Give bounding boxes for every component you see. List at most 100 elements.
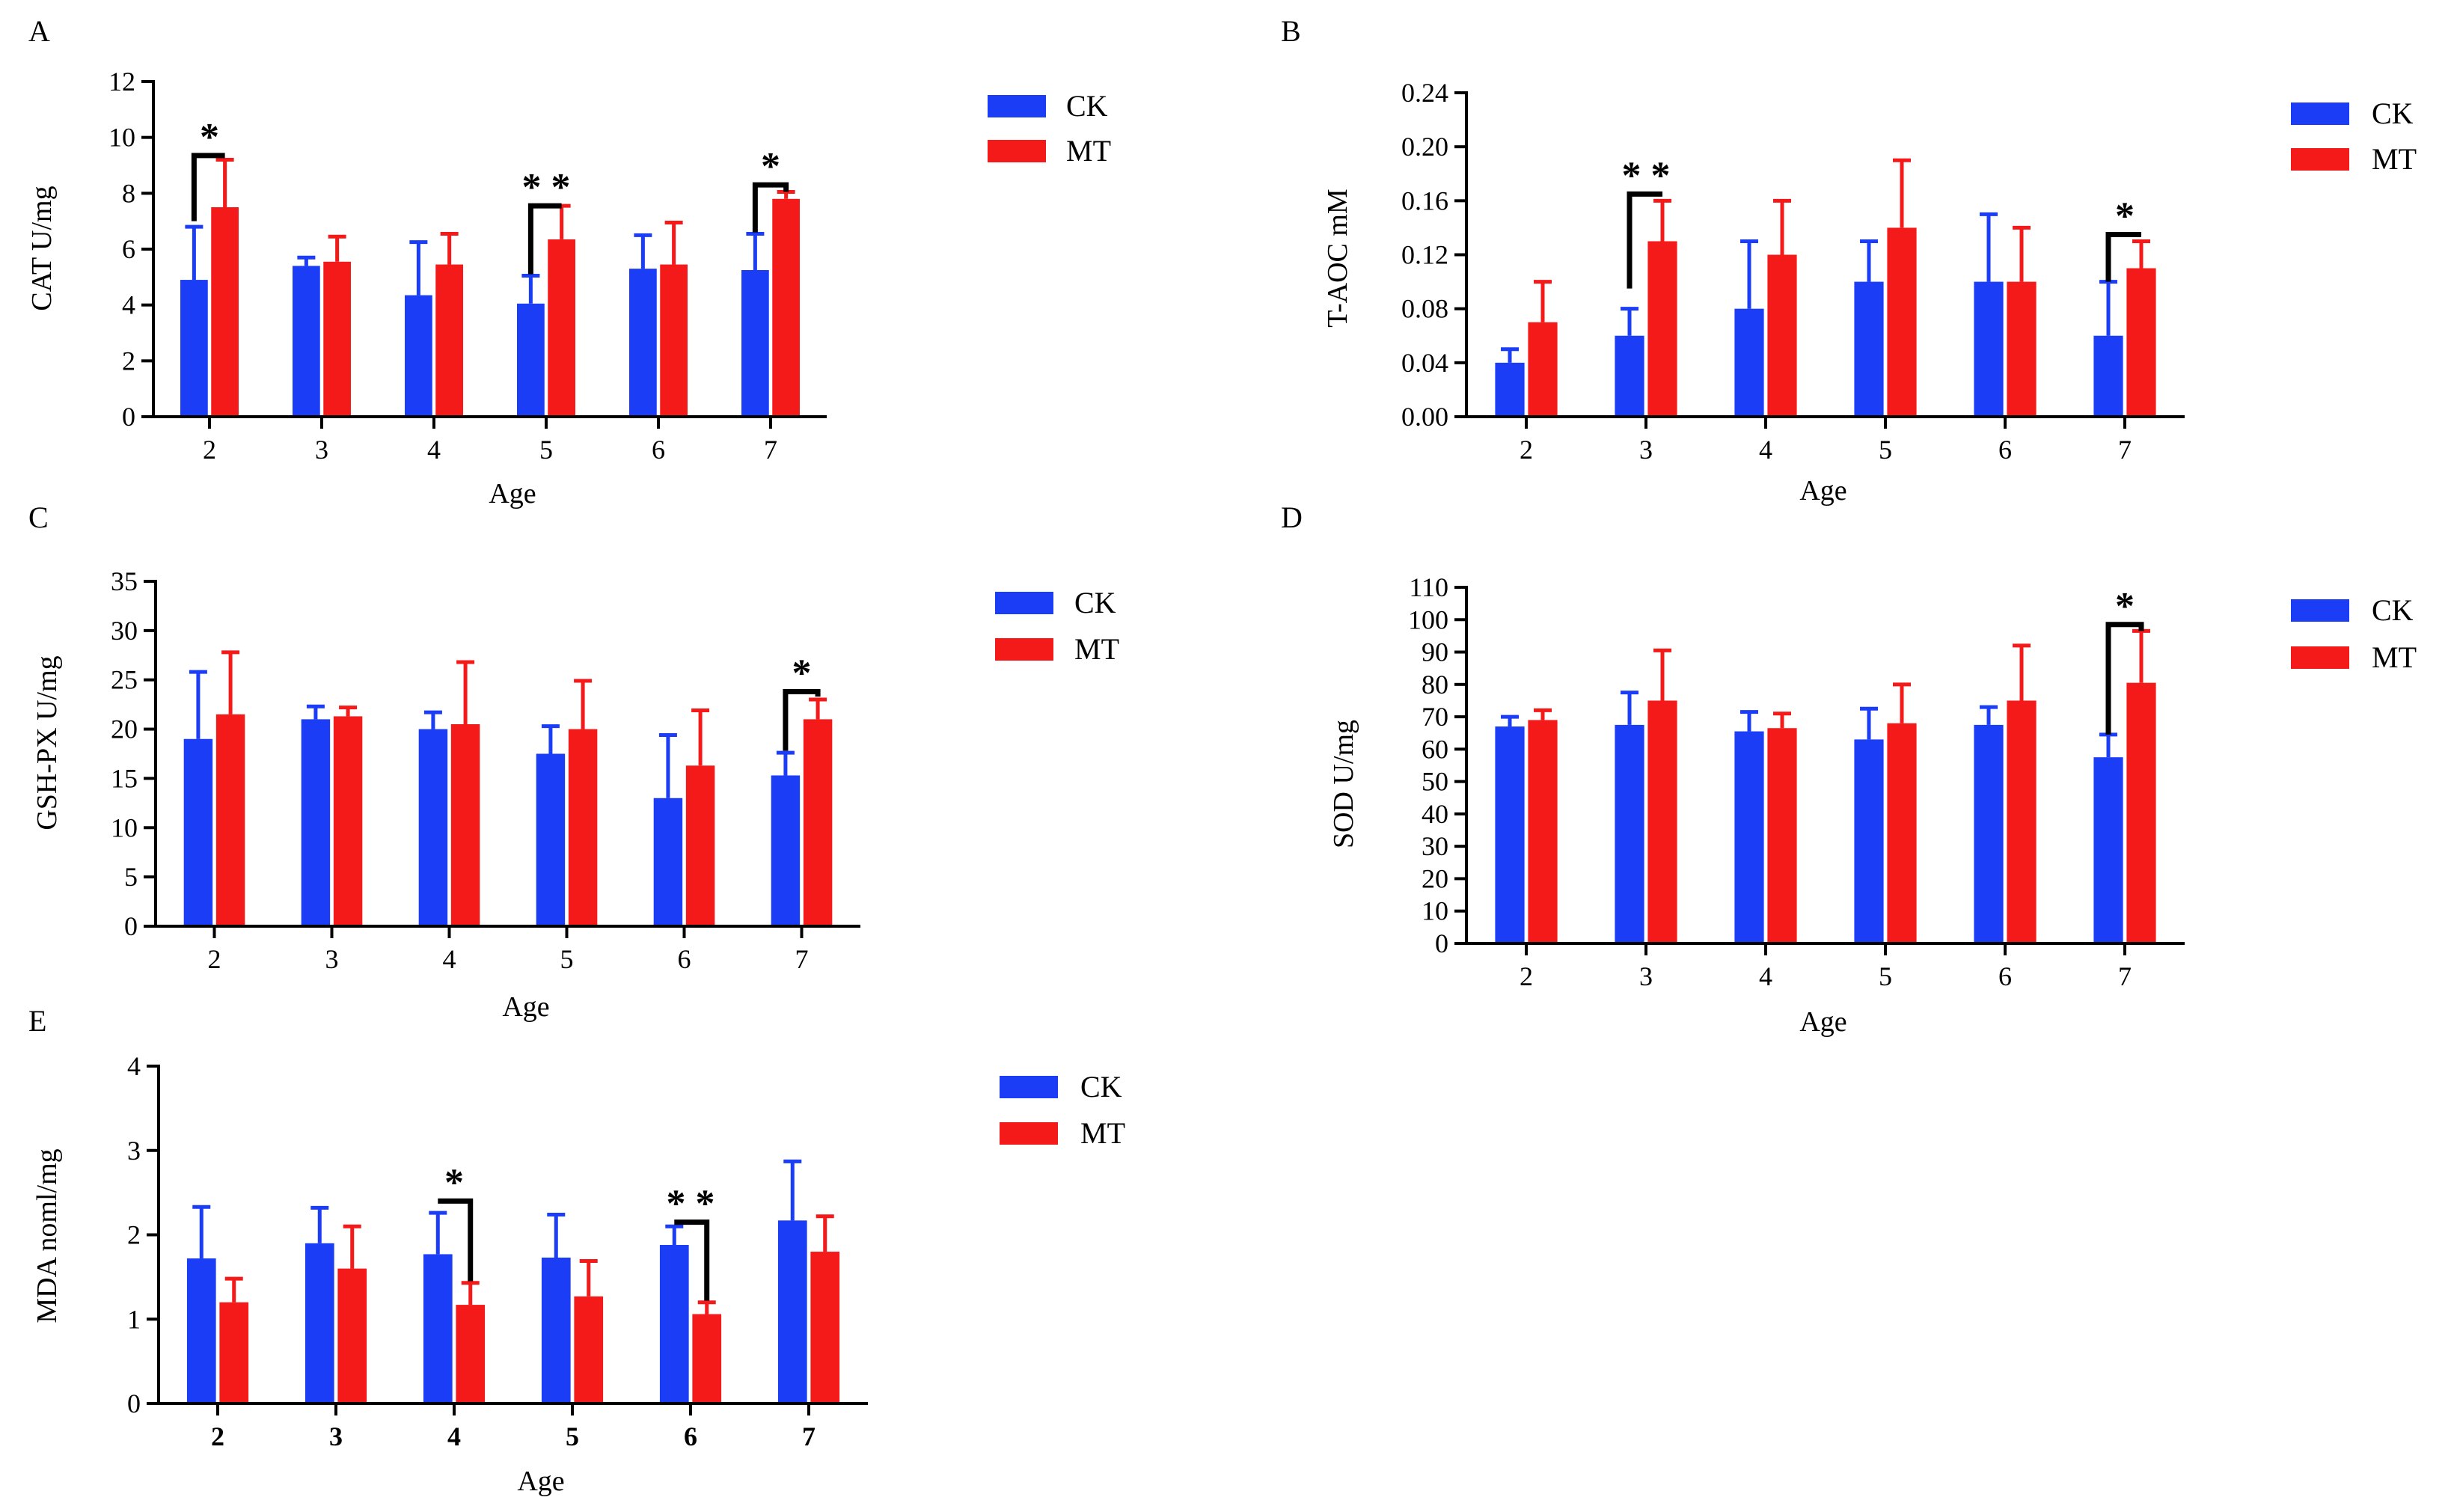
panel-d-xtick-label: 4 xyxy=(1759,961,1772,991)
panel-c-bar-ck-age-7 xyxy=(771,775,801,926)
panel-c-bar-mt-age-3 xyxy=(333,716,363,926)
panel-d-bar-ck-age-7 xyxy=(2093,757,2123,943)
panel-b-bar-mt-age-7 xyxy=(2126,268,2156,417)
panel-b-ytick-label: 0.04 xyxy=(1401,348,1448,378)
panel-e-bar-ck-age-3 xyxy=(305,1243,334,1404)
panel-d-bar-mt-age-3 xyxy=(1647,700,1677,943)
panel-e-bar-mt-age-7 xyxy=(810,1252,840,1404)
panel-b-significance-label-age-7: * xyxy=(2115,195,2135,237)
panel-e-xtick-label: 6 xyxy=(684,1421,697,1451)
panel-a-xtick-label: 5 xyxy=(539,435,553,465)
panel-b-ytick-label: 0.16 xyxy=(1401,186,1448,215)
panel-a-significance-bracket-age-7 xyxy=(752,182,789,233)
panel-b-bar-ck-age-3 xyxy=(1615,335,1644,417)
panel-b-bar-mt-age-6 xyxy=(2007,281,2037,417)
panel-c-xtick-label: 5 xyxy=(560,944,574,974)
panel-e-xtick-label: 2 xyxy=(211,1421,224,1451)
panel-a-ytick-label: 8 xyxy=(122,178,135,208)
panel-c-bar-mt-age-6 xyxy=(685,765,715,926)
panel-e-ytick-label: 0 xyxy=(127,1389,141,1418)
panel-b-xlabel: Age xyxy=(1799,475,1846,506)
panel-a-plot: 0 2 4 6 8 10 12 2 3 4 5 6 7 * * * * xyxy=(108,67,827,465)
panel-d-bar-ck-age-4 xyxy=(1734,731,1764,943)
panel-a-significance-bracket-age-2 xyxy=(191,153,225,221)
panel-d-xtick-label: 7 xyxy=(2118,961,2132,991)
panel-c-legend-mt-label: MT xyxy=(1074,632,1119,666)
panel-d-legend-mt-label: MT xyxy=(2372,640,2417,674)
panel-a-ytick-label: 6 xyxy=(122,234,135,264)
panel-c-xtick-label: 6 xyxy=(678,944,691,974)
panel-c-significance-bracket-age-7 xyxy=(783,689,821,751)
panel-b-legend-mt-swatch xyxy=(2291,148,2349,171)
panel-c-ytick-label: 5 xyxy=(124,862,138,892)
panel-e-ytick-label: 3 xyxy=(127,1136,141,1166)
panel-b-significance-label-age-3: * * xyxy=(1622,154,1671,197)
panel-b-significance-bracket-age-3 xyxy=(1627,191,1662,289)
panel-a-bar-ck-age-3 xyxy=(293,266,320,417)
panel-e-bar-ck-age-7 xyxy=(777,1220,807,1404)
panel-d-ytick-label: 80 xyxy=(1422,670,1448,700)
panel-c-xtick-label: 7 xyxy=(795,944,809,974)
panel-d-ytick-label: 20 xyxy=(1422,863,1448,893)
panel-b-bar-ck-age-5 xyxy=(1854,281,1884,417)
panel-c-xtick-label: 3 xyxy=(325,944,339,974)
panel-c-ytick-label: 25 xyxy=(111,665,138,695)
panel-b-ylabel: T-AOC mM xyxy=(1322,189,1353,327)
panel-c-legend-ck-label: CK xyxy=(1074,586,1116,619)
panel-a-xtick-label: 3 xyxy=(315,435,328,465)
panel-c-legend-ck-swatch xyxy=(995,592,1053,614)
panel-c-bar-mt-age-4 xyxy=(450,723,480,926)
panel-c-ytick-label: 35 xyxy=(111,566,138,596)
panel-a-legend: CK MT xyxy=(988,89,1111,168)
panel-b-xtick-label: 4 xyxy=(1759,435,1772,465)
panel-a-bar-mt-age-4 xyxy=(435,264,463,417)
panel-e-bar-mt-age-3 xyxy=(337,1268,367,1404)
panel-d-bar-mt-age-7 xyxy=(2126,682,2156,943)
panel-e-significance-bracket-age-4 xyxy=(438,1198,474,1282)
panel-e-bar-mt-age-4 xyxy=(456,1305,486,1404)
panel-d-xtick-label: 2 xyxy=(1520,961,1533,991)
panel-e-ylabel: MDA noml/mg xyxy=(31,1148,63,1323)
panel-b-xtick-label: 5 xyxy=(1879,435,1892,465)
panel-d-ytick-label: 60 xyxy=(1422,734,1448,764)
panel-e-letter: E xyxy=(28,1004,46,1038)
panel-a-bar-mt-age-2 xyxy=(211,207,239,417)
panel-a-xlabel: Age xyxy=(489,478,536,509)
panel-d-bar-mt-age-5 xyxy=(1887,723,1917,943)
panel-c-xlabel: Age xyxy=(502,991,549,1023)
panel-c-bar-mt-age-2 xyxy=(215,714,245,926)
panel-e-ytick-label: 1 xyxy=(127,1304,141,1334)
panel-a-bar-mt-age-6 xyxy=(660,264,688,417)
panel-c-bar-ck-age-3 xyxy=(301,719,331,926)
panel-c-ytick-label: 0 xyxy=(124,911,138,941)
panel-e-significance-bracket-age-6 xyxy=(674,1219,710,1301)
panel-b-legend: CK MT xyxy=(2291,97,2417,176)
panel-e-significance-label-age-6: * * xyxy=(667,1183,715,1225)
panel-a-ytick-label: 12 xyxy=(108,67,135,97)
panel-a-ylabel: CAT U/mg xyxy=(26,186,58,310)
panel-b-bar-mt-age-4 xyxy=(1767,254,1797,417)
panel-e-legend: CK MT xyxy=(1000,1070,1125,1150)
panel-e-xtick-label: 5 xyxy=(566,1421,579,1451)
panel-a-xtick-label: 4 xyxy=(427,435,441,465)
panel-e-xtick-label: 7 xyxy=(802,1421,816,1451)
panel-a-ytick-label: 0 xyxy=(122,402,135,432)
panel-b-xtick-label: 3 xyxy=(1639,435,1653,465)
panel-a-letter: A xyxy=(28,14,50,48)
panel-b-ytick-label: 0.00 xyxy=(1401,402,1448,432)
panel-d-xtick-label: 3 xyxy=(1639,961,1653,991)
panel-d-legend-ck-swatch xyxy=(2291,599,2349,622)
panel-a-ytick-label: 2 xyxy=(122,346,135,376)
panel-a: A CAT U/mg Age 0 2 4 6 8 10 12 2 3 4 5 6 7 * * * * CK M… xyxy=(26,14,1111,509)
panel-e-significance-label-age-4: * xyxy=(444,1161,464,1204)
panel-c-ytick-label: 20 xyxy=(111,714,138,744)
panel-e-xtick-label: 3 xyxy=(329,1421,343,1451)
panel-d-xtick-label: 6 xyxy=(1998,961,2012,991)
panel-b-xtick-label: 7 xyxy=(2118,435,2132,465)
panel-c-letter: C xyxy=(28,501,49,534)
panel-a-ytick-label: 4 xyxy=(122,290,135,320)
panel-e-bar-ck-age-2 xyxy=(186,1258,216,1404)
panel-c-xtick-label: 4 xyxy=(443,944,456,974)
panel-d-legend-mt-swatch xyxy=(2291,646,2349,669)
